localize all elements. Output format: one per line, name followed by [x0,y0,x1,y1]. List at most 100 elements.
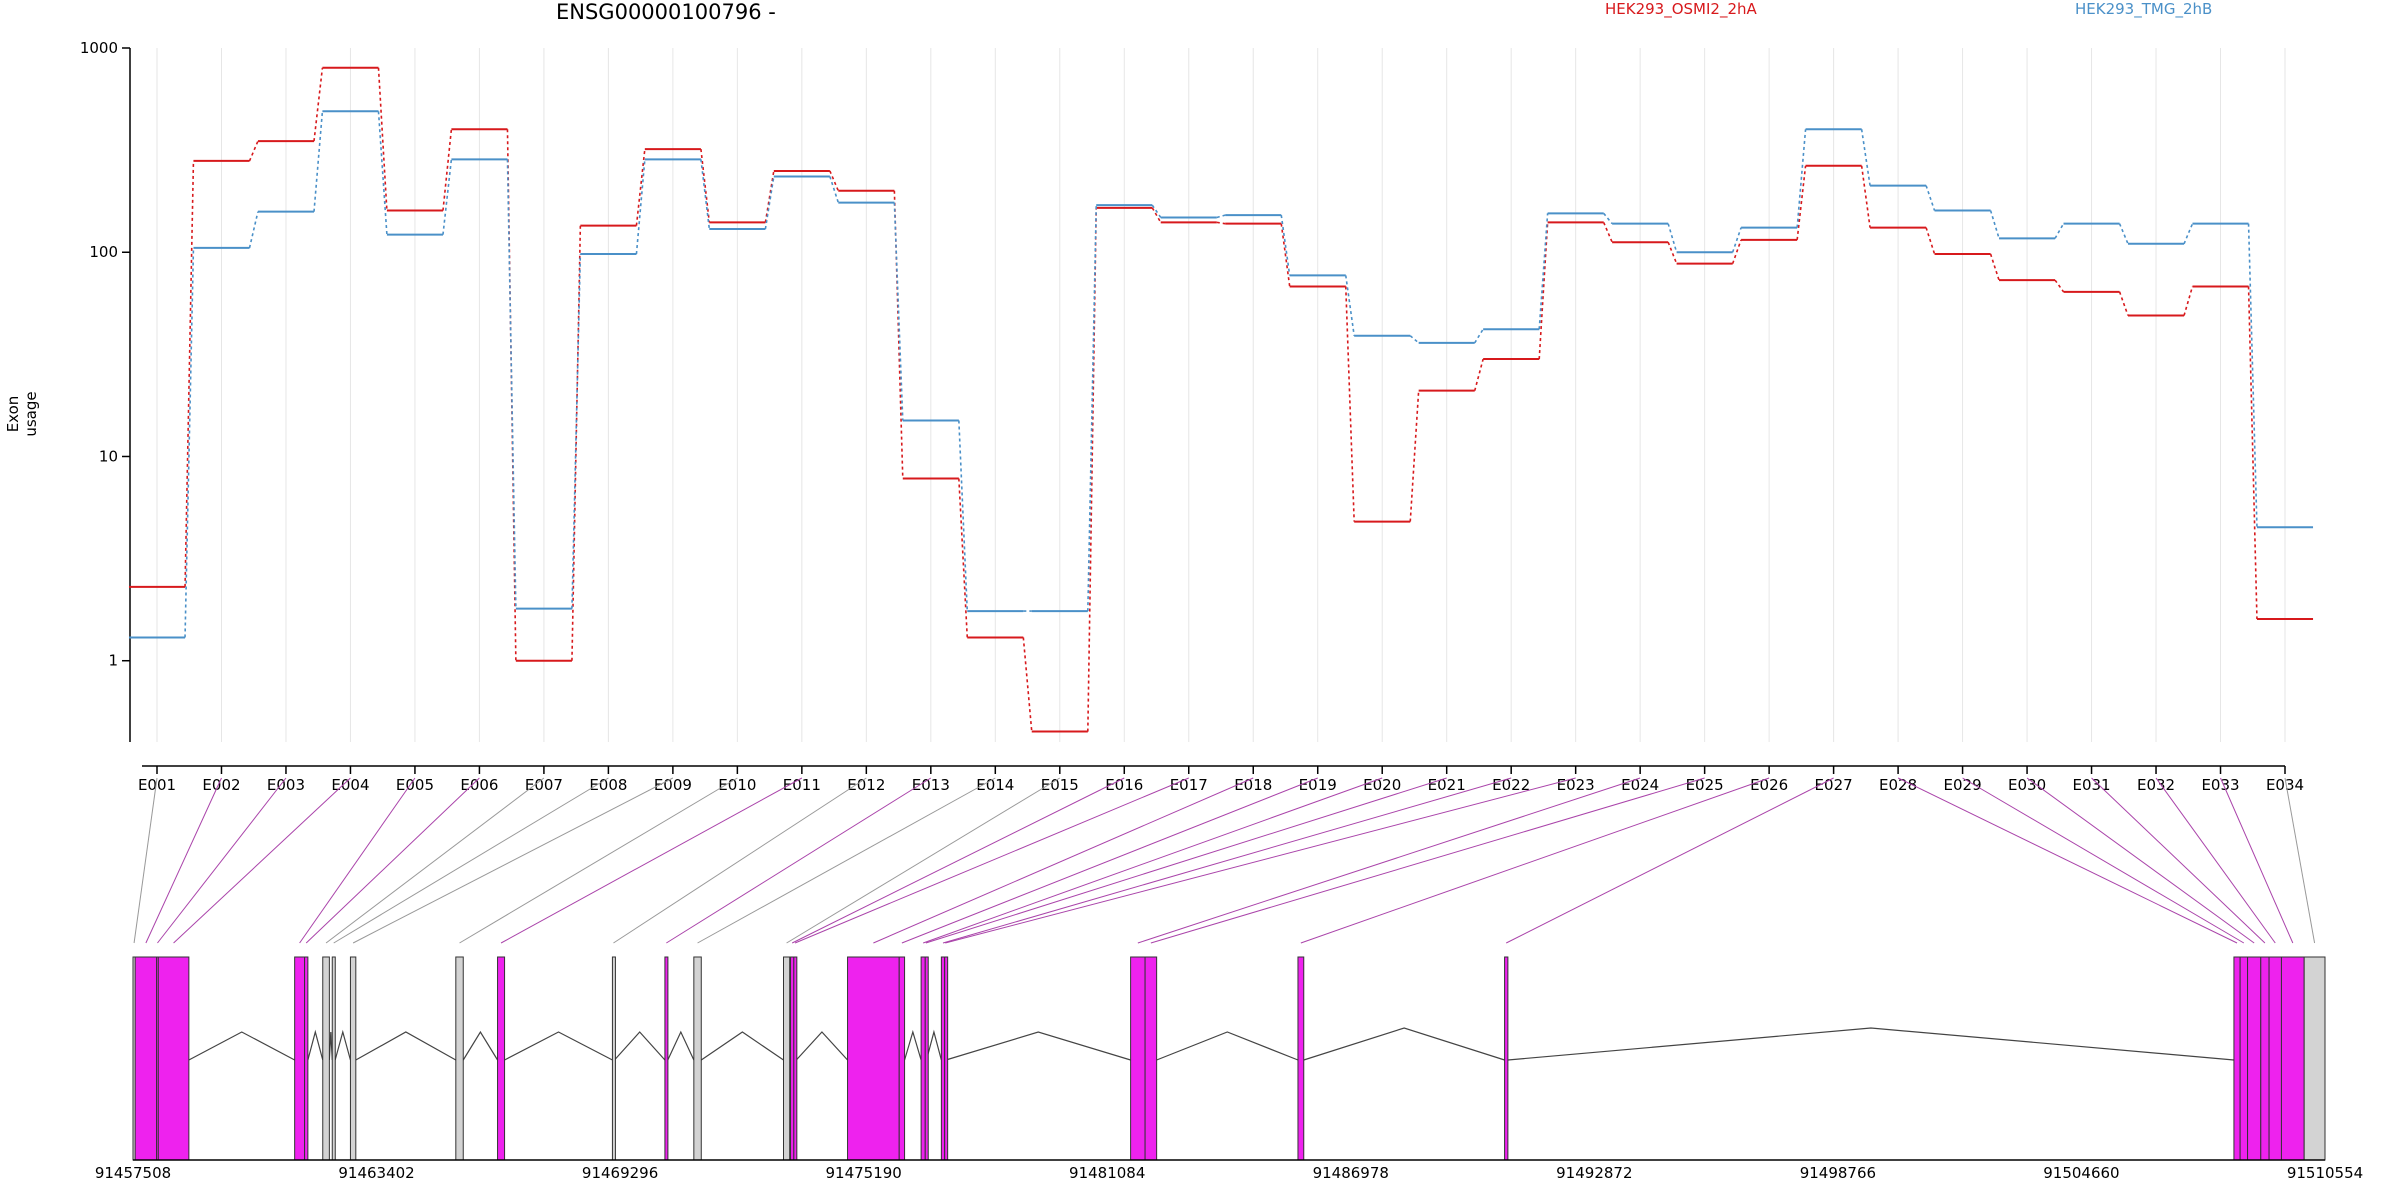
exon-box [924,956,929,1161]
x-tick-label: E016 [1105,776,1143,794]
exon-connector [1300,777,1770,944]
genomic-axis-label: 91463402 [338,1164,414,1182]
genomic-axis-label: 91475190 [825,1164,901,1182]
genomic-axis-label: 91504660 [2043,1164,2119,1182]
intron [614,1031,666,1061]
exon-box [157,956,190,1161]
x-tick-label: E026 [1750,776,1788,794]
intron [334,1029,352,1061]
exon-connector [791,777,1125,944]
exon-connector [305,777,480,944]
exon-box [898,956,906,1161]
exon-connector [945,777,1576,944]
intron [795,1031,848,1061]
exon-box [920,956,926,1161]
x-tick-label: E006 [460,776,498,794]
intron [1303,1027,1505,1061]
exon-box [847,956,900,1161]
x-tick-label: E005 [396,776,434,794]
exon-connector [2026,777,2255,944]
y-tick-label: 1 [108,652,118,670]
intron [504,1031,613,1061]
x-tick-label: E015 [1041,776,1079,794]
x-tick-label: E027 [1815,776,1853,794]
exon-box [944,956,949,1161]
exon-box [455,956,464,1161]
intron [307,1029,324,1061]
x-tick-label: E011 [783,776,821,794]
exon-connector [2284,777,2316,944]
x-tick-label: E014 [976,776,1014,794]
exon-connector [666,777,932,944]
exon-box [783,956,791,1161]
x-tick-label: E019 [1299,776,1337,794]
exon-connector [901,777,1318,944]
x-tick-label: E029 [1944,776,1982,794]
x-tick-label: E023 [1557,776,1595,794]
exon-connector [133,777,158,944]
intron [188,1031,295,1061]
series-a-connector [184,67,2258,732]
exon-box [793,956,798,1161]
intron [667,1030,695,1061]
exon-connector [157,777,287,944]
genomic-axis-label: 91492872 [1556,1164,1632,1182]
y-tick-label: 10 [99,447,118,465]
exon-connector [500,777,803,944]
x-tick-label: E030 [2008,776,2046,794]
x-tick-label: E018 [1234,776,1272,794]
exon-box [693,956,702,1161]
x-tick-label: E002 [202,776,240,794]
exon-connector [173,777,351,944]
intron [945,1031,1131,1061]
intron [462,1030,499,1061]
x-tick-label: E024 [1621,776,1659,794]
exon-connector [1150,777,1705,944]
exon-box [2247,956,2262,1161]
y-tick-label: 100 [89,243,118,261]
exon-connector [1506,777,1834,944]
genomic-axis-label: 91486978 [1313,1164,1389,1182]
x-tick-label: E004 [331,776,369,794]
x-tick-label: E031 [2072,776,2110,794]
intron [925,1029,942,1061]
exon-box [134,956,158,1161]
exon-connector [1897,777,2238,944]
exon-connector [299,777,416,944]
chart-title: ENSG00000100796 - [556,0,776,24]
x-tick-label: E033 [2201,776,2239,794]
x-tick-label: E007 [525,776,563,794]
exon-connector [2091,777,2266,944]
exon-connector [794,777,1189,944]
exon-connector [2155,777,2276,944]
exon-box [2280,956,2305,1161]
exon-connector [786,777,1061,944]
exon-box [1297,956,1305,1161]
intron [1507,1027,2234,1061]
x-tick-label: E020 [1363,776,1401,794]
genomic-axis-label: 91457508 [95,1164,171,1182]
genomic-axis-label: 91510554 [2287,1164,2363,1182]
x-tick-label: E032 [2137,776,2175,794]
exon-connector [942,777,1512,944]
intron [355,1031,457,1061]
genomic-axis-label: 91481084 [1069,1164,1145,1182]
exon-connector [459,777,738,944]
exon-connector [925,777,1447,944]
exon-connector [1962,777,2245,944]
exon-box [611,956,616,1161]
exon-box [1130,956,1146,1161]
exon-connector [145,777,222,944]
intron [1156,1031,1299,1061]
exon-box [2239,956,2249,1161]
exon-box [1144,956,1158,1161]
x-tick-label: E012 [847,776,885,794]
intron [700,1031,784,1061]
genomic-axis-label: 91498766 [1800,1164,1876,1182]
legend-series-b: HEK293_TMG_2hB [2075,0,2213,18]
exon-connector [2220,777,2294,944]
exon-box [1504,956,1509,1161]
exon-box [2260,956,2270,1161]
